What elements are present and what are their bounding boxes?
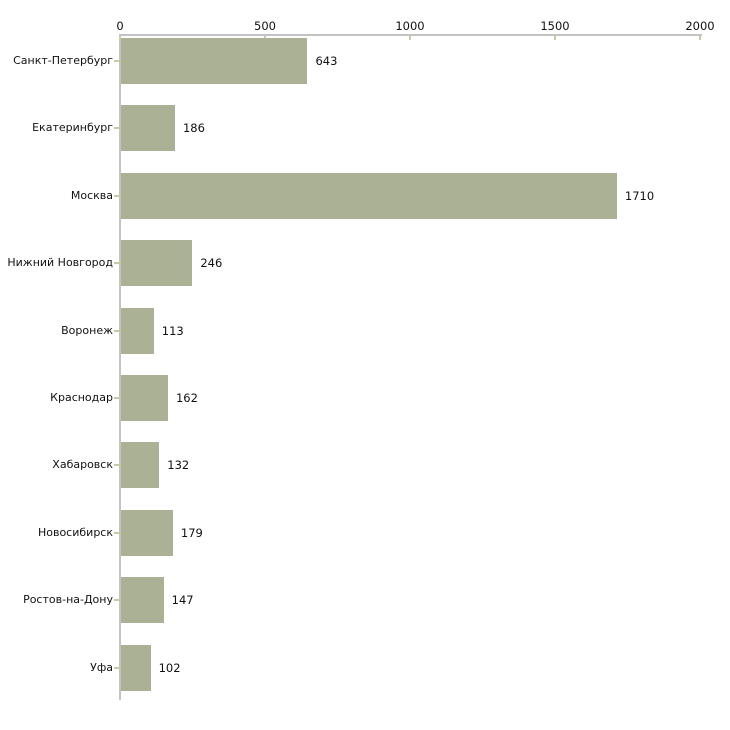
- y-axis-tick: [114, 531, 120, 534]
- category-label: Нижний Новгород: [7, 256, 113, 270]
- bar: [121, 240, 193, 287]
- bar: [121, 509, 173, 556]
- category-label: Новосибирск: [37, 525, 113, 539]
- y-axis-tick: [114, 60, 120, 62]
- x-axis-tick-label: 1500: [540, 19, 570, 33]
- category-label: Санкт-Петербург: [13, 54, 113, 67]
- x-axis-tick: [119, 36, 121, 40]
- value-label: 179: [180, 525, 203, 540]
- y-axis-tick: [114, 194, 120, 197]
- category-label: Москва: [70, 188, 113, 202]
- bar-row: Москва 1710: [0, 172, 730, 219]
- value-label: 186: [182, 121, 205, 136]
- y-axis-tick: [114, 397, 120, 399]
- x-axis-tick-label: 500: [254, 19, 276, 33]
- bar: [121, 442, 160, 489]
- bar-row: Хабаровск 132: [0, 442, 730, 489]
- bar: [121, 375, 168, 421]
- bar-row: Уфа 102: [0, 644, 730, 691]
- bar-row: Екатеринбург 186: [0, 105, 730, 152]
- bar: [121, 577, 164, 624]
- x-axis-tick: [699, 36, 701, 40]
- bar: [121, 105, 175, 152]
- y-axis-tick: [114, 329, 120, 332]
- value-label: 132: [167, 458, 190, 473]
- x-axis-tick-label: 0: [116, 19, 124, 33]
- y-axis-tick: [114, 599, 120, 602]
- bar-row: Нижний Новгород 246: [0, 240, 730, 287]
- bar: [121, 172, 617, 219]
- value-label: 147: [171, 593, 194, 608]
- category-label: Хабаровск: [52, 458, 113, 472]
- value-label: 643: [315, 54, 338, 68]
- category-label: Уфа: [90, 660, 113, 674]
- y-axis-tick: [114, 666, 120, 669]
- bar-row: Санкт-Петербург 643: [0, 38, 730, 84]
- bar: [121, 644, 151, 691]
- y-axis-tick: [114, 127, 120, 130]
- category-label: Краснодар: [50, 391, 113, 404]
- category-label: Ростов-на-Дону: [23, 593, 113, 607]
- x-axis-tick: [554, 36, 556, 40]
- bar: [121, 38, 308, 84]
- bar-row: Новосибирск 179: [0, 509, 730, 556]
- bar: [121, 307, 154, 354]
- value-label: 246: [200, 256, 223, 271]
- x-axis-tick-label: 1000: [395, 19, 425, 33]
- x-axis-tick: [409, 36, 411, 40]
- y-axis-tick: [114, 262, 120, 265]
- category-label: Екатеринбург: [32, 121, 113, 135]
- bar-row: Воронеж 113: [0, 307, 730, 354]
- value-label: 113: [161, 323, 184, 338]
- value-label: 102: [158, 660, 181, 675]
- y-axis-line: [119, 34, 121, 700]
- bar-row: Краснодар 162: [0, 375, 730, 421]
- value-label: 1710: [624, 188, 655, 203]
- x-axis-tick-label: 2000: [685, 19, 715, 33]
- bar-row: Ростов-на-Дону 147: [0, 577, 730, 624]
- category-label: Воронеж: [61, 323, 113, 337]
- x-axis-line: [120, 34, 702, 36]
- value-label: 162: [175, 391, 198, 405]
- y-axis-tick: [114, 464, 120, 467]
